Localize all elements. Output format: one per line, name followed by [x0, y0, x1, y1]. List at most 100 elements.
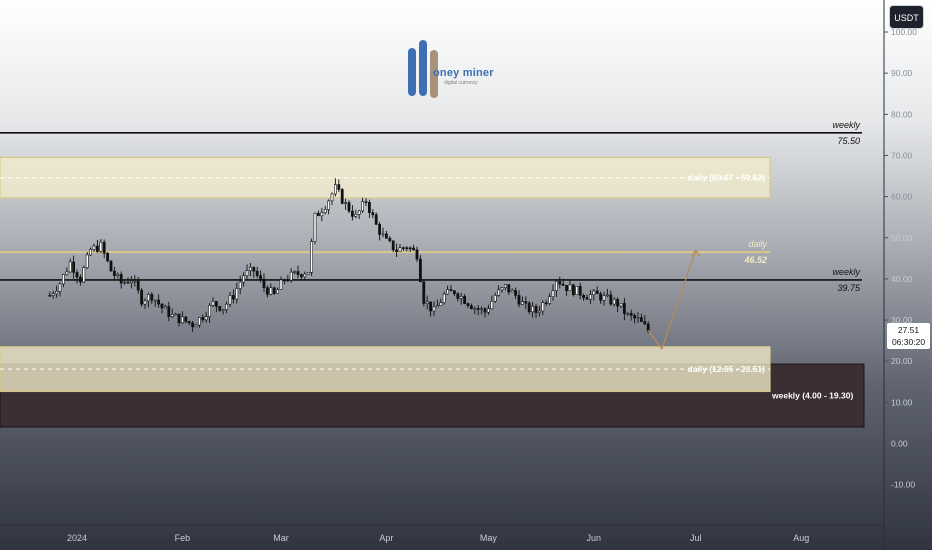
candle-body-30: [150, 294, 154, 301]
candle-body-149: [554, 281, 558, 291]
y-tick-label-3: 20.00: [891, 356, 913, 366]
level-label-top-0: weekly: [832, 120, 860, 130]
candle-body-153: [568, 284, 572, 292]
level-label-top-1: weekly: [832, 267, 860, 277]
candle-body-4: [61, 274, 65, 285]
candle-body-168: [619, 302, 623, 307]
candle-body-166: [612, 298, 616, 305]
candle-body-133: [500, 287, 504, 291]
candle-body-6: [68, 261, 72, 273]
candle-body-132: [497, 289, 501, 296]
candle-body-81: [323, 209, 327, 213]
candle-body-114: [435, 305, 439, 308]
candle-body-118: [449, 289, 453, 292]
candle-body-54: [232, 295, 235, 300]
candle-body-49: [215, 301, 218, 307]
candle-body-63: [262, 278, 266, 288]
candle-body-48: [211, 301, 215, 306]
candle-body-139: [520, 301, 524, 305]
candle-body-116: [442, 293, 446, 304]
candle-body-78: [313, 212, 317, 242]
candle-body-38: [177, 313, 181, 324]
candle-body-128: [483, 308, 487, 313]
candle-body-73: [296, 271, 300, 275]
candle-body-135: [507, 284, 511, 293]
candle-body-158: [585, 297, 589, 300]
currency-button[interactable]: USDT: [889, 5, 924, 29]
candle-body-43: [194, 324, 198, 328]
candle-body-9: [79, 276, 82, 283]
candle-body-1: [51, 293, 55, 296]
candle-body-44: [198, 317, 201, 326]
level-label-value-2: 46.52: [743, 255, 767, 265]
candle-body-124: [469, 305, 473, 310]
candle-body-130: [490, 300, 494, 310]
daily-zone-label-1: daily (12.65 - 23.51): [688, 364, 766, 374]
y-tick-label-2: 10.00: [891, 397, 913, 407]
candle-body-95: [371, 212, 375, 216]
candle-body-52: [225, 303, 229, 310]
candle-body-141: [527, 302, 531, 313]
candle-body-109: [418, 258, 422, 283]
candle-body-22: [123, 281, 127, 284]
candle-body-167: [616, 298, 620, 307]
candle-body-104: [401, 247, 405, 249]
candle-body-42: [191, 322, 195, 328]
y-tick-label-11: 100.00: [891, 27, 917, 37]
y-tick-label-10: 90.00: [891, 68, 913, 78]
candle-body-58: [245, 270, 249, 276]
y-tick-label-8: 70.00: [891, 150, 913, 160]
candle-body-97: [378, 224, 382, 235]
candle-body-101: [391, 240, 395, 251]
candle-body-79: [316, 212, 320, 217]
candle-body-7: [72, 261, 76, 273]
candle-body-145: [541, 302, 545, 312]
candle-body-138: [517, 295, 521, 305]
candle-body-34: [164, 306, 167, 309]
x-tick-label-3: Apr: [379, 533, 393, 543]
candle-body-12: [89, 249, 93, 256]
candle-body-66: [272, 287, 276, 294]
candle-body-148: [551, 290, 555, 297]
candle-body-159: [588, 294, 592, 300]
candles-group: [48, 178, 650, 334]
candle-body-51: [221, 309, 225, 311]
candle-body-99: [384, 233, 388, 239]
last-price-badge: 27.51 06:30:20: [887, 323, 930, 349]
y-tick-label-0: -10.00: [891, 480, 915, 490]
candle-body-40: [184, 316, 188, 322]
candle-body-17: [106, 252, 110, 262]
candle-body-59: [249, 266, 252, 271]
logo-bar-left: [408, 48, 416, 96]
candle-body-103: [398, 247, 402, 252]
candle-body-28: [143, 300, 147, 305]
x-tick-label-6: Jul: [690, 533, 702, 543]
candle-body-31: [153, 299, 157, 302]
candle-body-62: [259, 275, 263, 280]
candle-body-154: [571, 284, 575, 295]
candle-body-115: [439, 302, 443, 306]
candle-body-123: [466, 303, 470, 307]
x-tick-label-2: Mar: [273, 533, 289, 543]
candle-body-11: [85, 254, 89, 268]
last-price-value: 27.51: [897, 325, 920, 335]
candle-body-137: [514, 290, 518, 296]
candle-body-87: [344, 202, 348, 204]
candle-body-126: [476, 308, 480, 310]
candle-body-121: [459, 296, 463, 299]
candle-body-98: [381, 233, 385, 236]
candle-body-50: [218, 306, 222, 311]
y-tick-label-7: 60.00: [891, 192, 913, 202]
candle-body-39: [181, 316, 184, 324]
candle-body-164: [605, 294, 609, 297]
candle-body-13: [92, 245, 96, 250]
candle-body-47: [208, 305, 212, 317]
candle-body-70: [286, 279, 290, 282]
candle-body-61: [255, 270, 259, 276]
candle-body-105: [405, 247, 409, 250]
candle-body-96: [374, 214, 378, 225]
candle-body-140: [524, 301, 528, 304]
bar-countdown: 06:30:20: [891, 337, 926, 347]
candle-body-162: [599, 293, 603, 301]
